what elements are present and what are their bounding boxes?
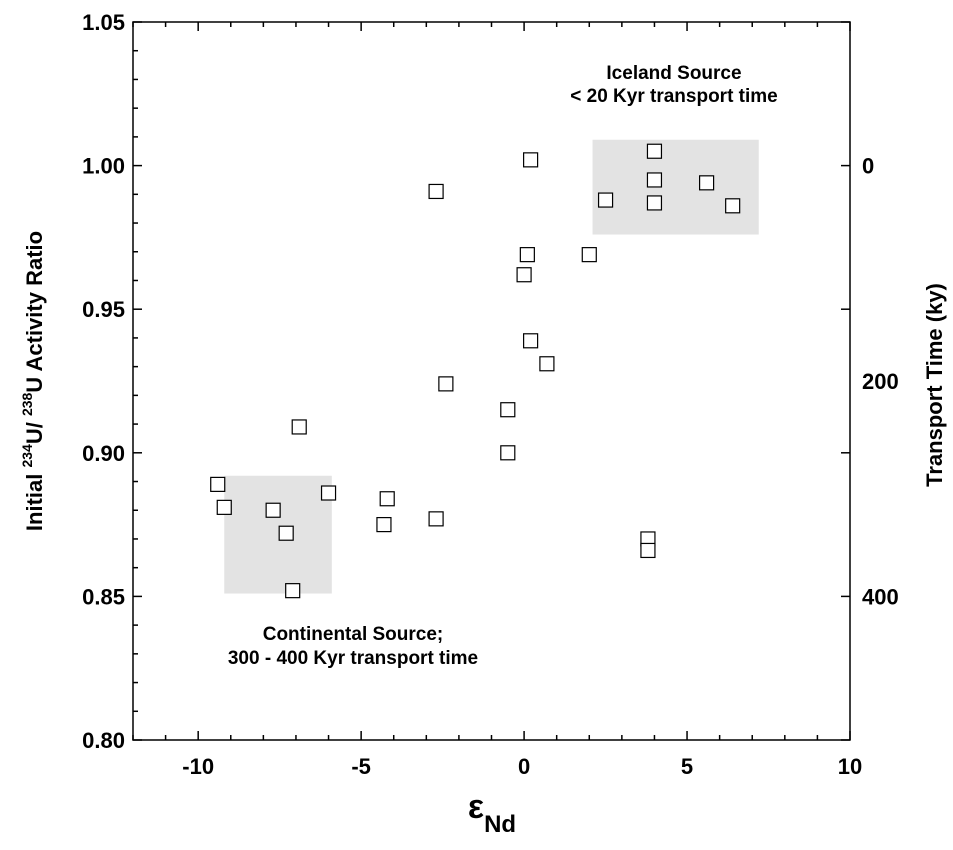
y-tick-label: 0.90 (82, 441, 125, 466)
y-axis-title-suffix: U Activity Ratio (22, 231, 47, 393)
data-point (539, 356, 555, 372)
shaded-region-iceland (592, 139, 759, 235)
x-tick-label: -5 (351, 754, 371, 779)
x-axis-title: εNd (468, 788, 516, 838)
annotation-iceland-line1: Iceland Source (606, 63, 741, 84)
data-point (376, 516, 392, 533)
y-axis-title: Initial 234U/ 238U Activity Ratio (19, 231, 47, 531)
data-point (640, 542, 656, 559)
shaded-region-continental (224, 475, 332, 594)
data-point (519, 247, 535, 263)
data-point (646, 195, 663, 211)
data-point (597, 192, 614, 208)
y-axis-title-prefix: Initial (22, 468, 47, 532)
data-point (725, 198, 741, 214)
data-point (320, 485, 337, 501)
y-axis-title-mid: U/ (22, 416, 47, 444)
data-point (646, 143, 663, 159)
annotation-iceland-line2: < 20 Kyr transport time (570, 86, 778, 107)
data-point (646, 172, 663, 188)
data-points (210, 143, 741, 599)
annotation-continental-line2: 300 - 400 Kyr transport time (228, 648, 478, 669)
y2-tick-label: 200 (862, 369, 899, 394)
data-point (291, 419, 307, 435)
shaded-regions (224, 139, 759, 594)
data-point (438, 376, 454, 392)
y2-tick-label: 400 (862, 584, 899, 609)
x-tick-label: 10 (838, 754, 862, 779)
y-tick-label: 1.05 (82, 10, 125, 35)
data-point (428, 511, 444, 527)
y2-tick-label: 0 (862, 154, 874, 179)
x-axis-title-symbol: ε (468, 788, 484, 826)
data-point (285, 583, 301, 599)
data-point (428, 183, 444, 200)
y-tick-label: 0.85 (82, 584, 125, 609)
x-tick-label: 0 (518, 754, 530, 779)
axis-ticks: -10 -5 0 5 10 0.80 0.85 0.90 0.95 1.00 1.05 0 200 400 (82, 10, 899, 779)
y-axis-title-sup2: 238 (19, 392, 35, 416)
y-axis-title-sup1: 234 (19, 444, 35, 468)
data-point (379, 491, 395, 507)
data-point (523, 333, 539, 349)
data-point (698, 175, 715, 191)
annotation-continental-line1: Continental Source; (263, 624, 444, 645)
data-point (216, 499, 232, 515)
y-tick-label: 0.80 (82, 728, 125, 753)
data-point (278, 525, 294, 541)
plot-frame (132, 21, 851, 741)
x-tick-label: 5 (681, 754, 693, 779)
data-point (581, 247, 597, 263)
data-point (210, 476, 226, 492)
y-tick-label: 1.00 (82, 154, 125, 179)
y2-axis-title: Transport Time (ky) (922, 283, 947, 487)
y-tick-label: 0.95 (82, 297, 125, 322)
data-point (265, 502, 281, 518)
data-point (500, 402, 516, 418)
data-point (500, 445, 516, 461)
data-point (523, 152, 539, 168)
x-axis-title-subscript: Nd (484, 811, 516, 838)
x-tick-label: -10 (182, 754, 214, 779)
data-point (516, 267, 532, 283)
